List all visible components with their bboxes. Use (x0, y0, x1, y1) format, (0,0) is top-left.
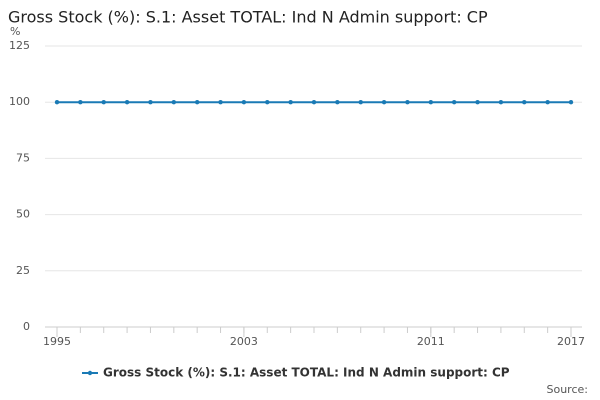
data-point (288, 100, 293, 105)
y-tick-label: 125 (9, 39, 30, 52)
data-point (522, 100, 527, 105)
chart-title: Gross Stock (%): S.1: Asset TOTAL: Ind N… (8, 8, 488, 27)
data-point (428, 100, 434, 105)
data-point (54, 100, 60, 105)
data-point (78, 100, 83, 105)
data-point (498, 100, 504, 105)
data-point (475, 100, 480, 105)
x-tick-label: 1995 (43, 335, 71, 348)
x-tick-label: 2011 (417, 335, 445, 348)
y-tick-label: 100 (9, 95, 30, 108)
data-point (265, 100, 270, 105)
y-tick-label: 25 (16, 264, 30, 277)
y-tick-label: 0 (23, 320, 30, 333)
x-tick-label: 2003 (230, 335, 258, 348)
data-point (148, 100, 153, 105)
data-point (405, 100, 410, 105)
data-point (358, 100, 363, 105)
y-tick-label: 50 (16, 208, 30, 221)
legend-label: Gross Stock (%): S.1: Asset TOTAL: Ind N… (103, 366, 510, 380)
data-point (124, 100, 130, 105)
data-point (381, 100, 387, 105)
y-unit: % (10, 25, 20, 38)
data-point (568, 100, 574, 105)
data-point (311, 100, 317, 105)
data-point (241, 100, 247, 105)
data-point (545, 100, 550, 105)
source: Source: (547, 383, 589, 396)
data-point (101, 100, 106, 105)
y-tick-label: 75 (16, 151, 30, 164)
data-point (171, 100, 177, 105)
data-point (218, 100, 223, 105)
data-point (194, 100, 200, 105)
x-tick-label: 2017 (557, 335, 585, 348)
data-point (335, 100, 340, 105)
data-point (451, 100, 457, 105)
legend-marker (87, 370, 93, 376)
